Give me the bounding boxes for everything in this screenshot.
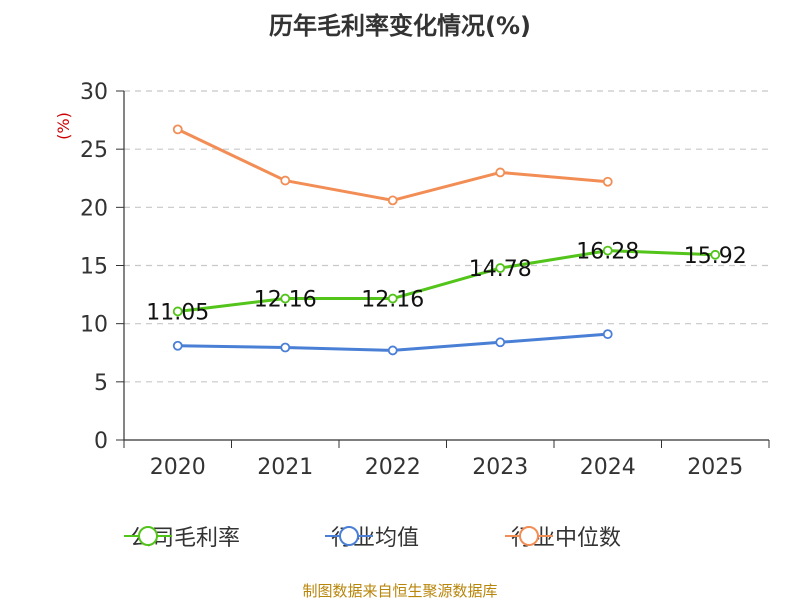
series-line-0	[177, 249, 716, 313]
x-tick-label: 2023	[472, 455, 528, 480]
y-tick-label: 25	[80, 138, 108, 163]
legend-marker-company	[124, 526, 172, 546]
data-point	[602, 329, 613, 340]
legend-item-company[interactable]: 公司毛利率	[122, 521, 240, 551]
data-label: 12.16	[254, 288, 317, 313]
data-point	[387, 345, 398, 356]
data-point	[172, 306, 183, 317]
y-tick-label: 15	[80, 255, 108, 280]
data-label: 14.78	[469, 257, 532, 282]
data-label: 16.28	[576, 240, 639, 265]
series-line-2	[177, 128, 608, 202]
y-tick-label: 20	[80, 196, 108, 221]
data-point	[602, 245, 613, 256]
legend-marker-industry-median	[505, 526, 553, 546]
data-point	[280, 293, 291, 304]
y-tick-label: 0	[94, 429, 108, 454]
source-note: 制图数据来自恒生聚源数据库	[302, 582, 498, 600]
data-point	[387, 293, 398, 304]
data-label: 15.92	[684, 244, 747, 269]
data-label: 12.16	[361, 288, 424, 313]
x-tick-label: 2021	[257, 455, 313, 480]
legend-marker-industry-mean	[325, 526, 373, 546]
chart-title: 历年毛利率变化情况(%)	[269, 12, 531, 40]
data-point	[172, 340, 183, 351]
x-tick-label: 2025	[687, 455, 743, 480]
data-point	[280, 175, 291, 186]
y-tick-label: 10	[80, 313, 108, 338]
legend-item-industry-median[interactable]: 行业中位数	[503, 521, 621, 551]
x-tick-label: 2022	[365, 455, 421, 480]
x-tick-label: 2024	[580, 455, 636, 480]
data-label: 11.05	[146, 300, 209, 325]
data-point	[387, 195, 398, 206]
data-point	[172, 124, 183, 135]
data-point	[495, 263, 506, 273]
y-axis-label: (%)	[54, 112, 73, 140]
x-tick-label: 2020	[150, 455, 206, 480]
legend-item-industry-mean[interactable]: 行业均值	[323, 521, 419, 551]
data-point	[602, 176, 613, 187]
data-point	[280, 342, 291, 353]
data-point	[495, 337, 506, 348]
data-point	[710, 249, 721, 260]
y-tick-label: 5	[94, 371, 108, 396]
y-tick-label: 30	[80, 80, 108, 105]
data-point	[495, 167, 506, 178]
